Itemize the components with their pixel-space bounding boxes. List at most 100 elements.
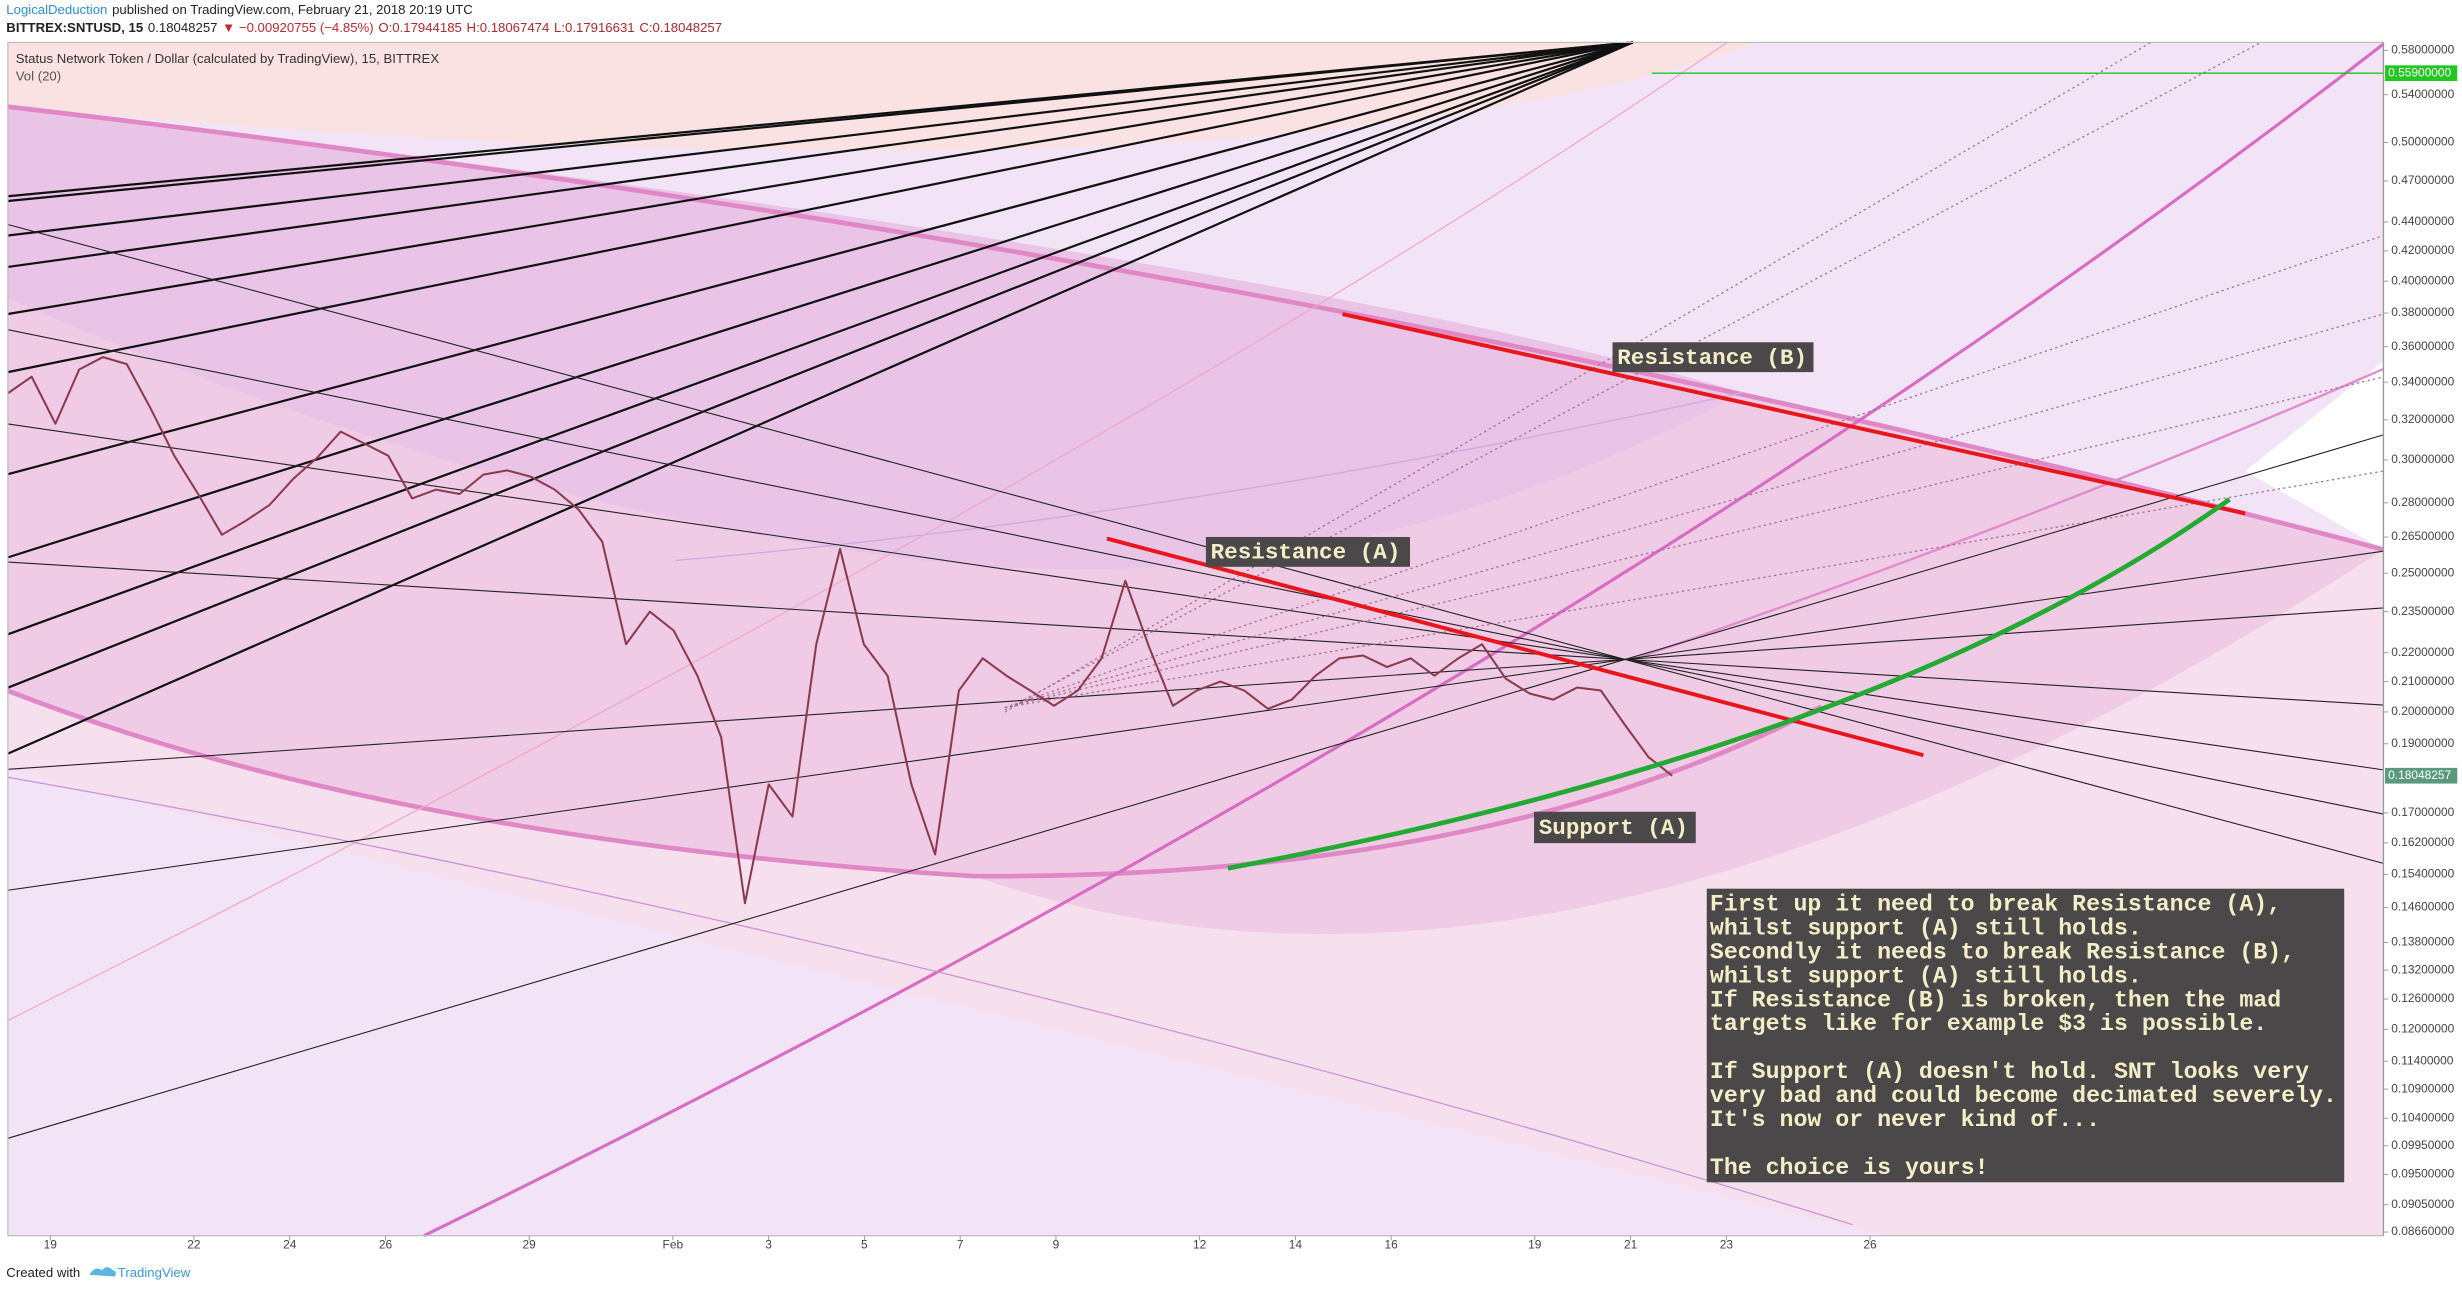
y-tick-label: 0.47000000 [2391, 173, 2454, 187]
y-tick-label: 0.13200000 [2391, 962, 2454, 976]
zone [7, 106, 1743, 570]
x-tick-label: 24 [283, 1237, 297, 1251]
x-tick-label: 5 [861, 1237, 868, 1251]
x-tick-label: 7 [957, 1237, 964, 1251]
price-tag [2385, 767, 2458, 784]
y-tick-label: 0.12600000 [2391, 991, 2454, 1005]
y-tick-label: 0.12000000 [2391, 1022, 2454, 1036]
note-line: First up it need to break Resistance (A)… [1710, 892, 2281, 918]
fan-line [1004, 41, 2152, 713]
y-tick-label: 0.54000000 [2391, 87, 2454, 101]
fan-line [7, 41, 1634, 316]
trend-lines [1106, 312, 2246, 871]
y-tick-label: 0.42000000 [2391, 243, 2454, 257]
y-tick-label: 0.10900000 [2391, 1081, 2454, 1095]
fan-line [7, 41, 1634, 198]
x-tick-label: 29 [523, 1237, 537, 1251]
volume-label: Vol (20) [16, 68, 61, 83]
curve [7, 41, 1728, 1022]
ohlc: H:0.18067474 [467, 21, 550, 36]
y-tick-label: 0.40000000 [2391, 273, 2454, 287]
y-tick-label: 0.13800000 [2391, 935, 2454, 949]
x-tick-label: 16 [1385, 1237, 1399, 1251]
y-tick-label: 0.16200000 [2391, 835, 2454, 849]
resistance-line [1342, 312, 2246, 516]
x-tick-label: 26 [1863, 1237, 1877, 1251]
x-tick-label: 23 [1720, 1237, 1734, 1251]
x-tick-label: 3 [765, 1237, 772, 1251]
y-tick-label: 0.08660000 [2391, 1224, 2454, 1238]
note-line: If Resistance (B) is broken, then the ma… [1710, 987, 2281, 1013]
note-line: whilst support (A) still holds. [1710, 963, 2142, 989]
y-tick-label: 0.09500000 [2391, 1167, 2454, 1181]
resistance-line [1106, 536, 1924, 758]
y-tick-label: 0.50000000 [2391, 135, 2454, 149]
y-tick-label: 0.21000000 [2391, 674, 2454, 688]
note-box [1706, 888, 2345, 1183]
curve [423, 42, 2385, 1238]
note-line: very bad and could become decimated seve… [1710, 1083, 2337, 1109]
footer-brand[interactable]: TradingView [118, 1265, 191, 1280]
y-tick-label: 0.36000000 [2391, 339, 2454, 353]
marks [7, 72, 2384, 905]
published: published on TradingView.com, February 2… [112, 2, 473, 17]
x-tick-label: Feb [663, 1237, 684, 1251]
fan-line [7, 607, 2384, 770]
x-tick-label: 12 [1193, 1237, 1207, 1251]
y-tick-label: 0.23500000 [2391, 604, 2454, 618]
price-tag-label: 0.55900000 [2388, 65, 2451, 79]
y-tick-label: 0.10400000 [2391, 1110, 2454, 1124]
note-line: It's now or never kind of... [1710, 1107, 2100, 1133]
symbol-line: BITTREX:SNTUSD, 15 0.18048257 ▼ −0.0092075… [6, 21, 722, 36]
support-line [1227, 497, 2231, 871]
x-tick-label: 19 [1528, 1237, 1542, 1251]
arc [7, 688, 1823, 879]
fan-line [1004, 234, 2384, 709]
y-tick-label: 0.32000000 [2391, 412, 2454, 426]
y-tick-label: 0.26500000 [2391, 529, 2454, 543]
x-tick-label: 14 [1289, 1237, 1303, 1251]
y-tick-label: 0.09950000 [2391, 1138, 2454, 1152]
fan-line [7, 41, 1634, 559]
x-tick-label: 19 [44, 1237, 58, 1251]
label-box [1612, 342, 1814, 373]
note-line: If Support (A) doesn't hold. SNT looks v… [1710, 1059, 2309, 1085]
fan [7, 41, 1634, 755]
price-tag [2385, 65, 2458, 82]
y-tick-label: 0.14600000 [2391, 900, 2454, 914]
note-line: whilst support (A) still holds. [1710, 915, 2142, 941]
fan-line [7, 41, 1634, 374]
fan-line [7, 41, 1634, 237]
fan [7, 223, 2384, 1139]
price-line [7, 356, 1673, 905]
y-tick-label: 0.20000000 [2391, 704, 2454, 718]
annotation: Support (A) [1539, 815, 1688, 841]
note: First up it need to break Resistance (A)… [1710, 892, 2337, 1181]
arc [7, 104, 2385, 552]
price: 0.18048257 [148, 21, 218, 36]
y-tick-label: 0.44000000 [2391, 214, 2454, 228]
fan-line [1004, 470, 2384, 709]
price-tag-label: 0.18048257 [2388, 768, 2451, 782]
y-tick-label: 0.30000000 [2391, 452, 2454, 466]
x-tick-label: 21 [1624, 1237, 1638, 1251]
curve [7, 776, 1853, 1226]
curve [675, 391, 1743, 562]
ohlc: C:0.18048257 [639, 21, 722, 36]
y-tick-label: 0.22000000 [2391, 645, 2454, 659]
note-line: targets like for example $3 is possible. [1710, 1011, 2267, 1037]
logo [89, 1267, 116, 1277]
y-tick-label: 0.11400000 [2391, 1053, 2453, 1067]
annotation: Resistance (A) [1211, 540, 1401, 566]
fan-line [7, 41, 1634, 689]
footer-created: Created with [6, 1265, 80, 1280]
note-line: Secondly it needs to break Resistance (B… [1710, 939, 2295, 965]
label-box [1534, 811, 1696, 844]
symbol: BITTREX:SNTUSD, 15 [6, 21, 143, 36]
y-tick-label: 0.09050000 [2391, 1197, 2454, 1211]
annotation: Resistance (B) [1617, 345, 1807, 371]
ohlc: O:0.17944185 [378, 21, 462, 36]
fan-line [7, 41, 1634, 755]
fan-line [7, 223, 2384, 864]
